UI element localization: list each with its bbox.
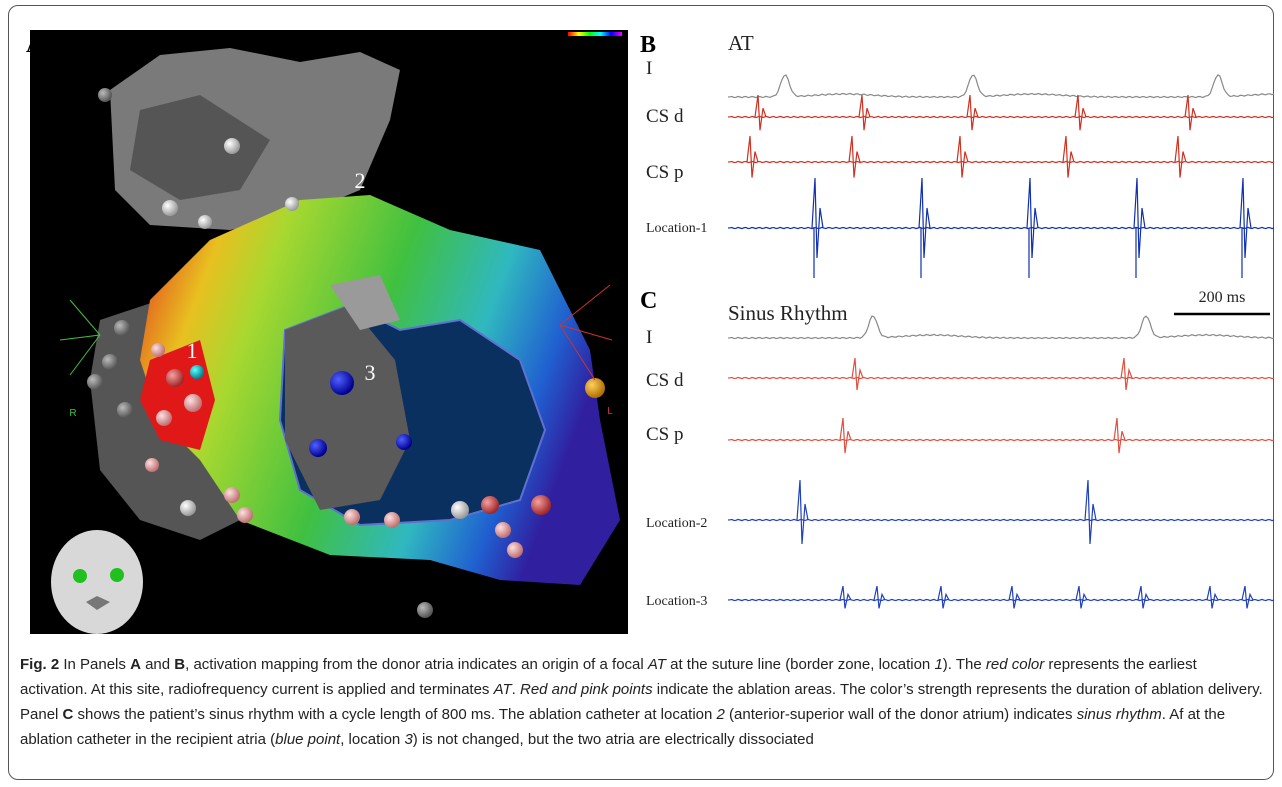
caption-run: red color bbox=[986, 656, 1044, 673]
caption-run: 3 bbox=[404, 731, 412, 748]
point bbox=[162, 200, 178, 216]
panel-label: B bbox=[640, 32, 656, 58]
caption-run: (anterior-superior wall of the donor atr… bbox=[725, 706, 1077, 723]
point bbox=[384, 512, 400, 528]
ecg-trace bbox=[728, 358, 1274, 390]
panel-label: A bbox=[26, 32, 44, 58]
caption-run: A bbox=[130, 656, 141, 673]
channel-label: CS d bbox=[646, 370, 684, 391]
point bbox=[98, 88, 112, 102]
point bbox=[166, 369, 184, 387]
point bbox=[585, 378, 605, 398]
figure-panels: -138 ms LAT 3 ms 1 2 3 R L A B AT C Sinu… bbox=[0, 0, 1282, 645]
channel-label: Location-2 bbox=[646, 516, 707, 531]
channel-label: I bbox=[646, 58, 652, 79]
caption-run: , location bbox=[340, 731, 404, 748]
ecg-trace bbox=[728, 136, 1274, 178]
channel-label: CS d bbox=[646, 106, 684, 127]
point bbox=[224, 487, 240, 503]
caption-run: . bbox=[512, 681, 520, 698]
point bbox=[481, 496, 499, 514]
point bbox=[344, 509, 360, 525]
point bbox=[151, 343, 165, 357]
caption-run: Red and pink points bbox=[520, 681, 653, 698]
colorbar-min: -138 ms bbox=[561, 24, 583, 30]
point bbox=[531, 495, 551, 515]
ecg-trace bbox=[728, 418, 1274, 453]
scale-bar-label: 200 ms bbox=[1199, 289, 1246, 306]
panel-label: C bbox=[640, 288, 657, 314]
caption-run: 1 bbox=[934, 656, 942, 673]
eye bbox=[110, 568, 124, 582]
caption-run: Fig. 2 bbox=[20, 656, 59, 673]
point bbox=[330, 371, 354, 395]
colorbar-max: 3 ms bbox=[609, 24, 622, 30]
colorbar bbox=[568, 32, 622, 36]
point bbox=[507, 542, 523, 558]
caption-run: shows the patient’s sinus rhythm with a … bbox=[73, 706, 716, 723]
ecg-trace bbox=[728, 586, 1274, 608]
channel-label: I bbox=[646, 327, 652, 348]
point bbox=[180, 500, 196, 516]
channel-label: Location-1 bbox=[646, 221, 707, 236]
rhythm-label: Sinus Rhythm bbox=[728, 301, 848, 325]
point bbox=[417, 602, 433, 618]
point bbox=[495, 522, 511, 538]
ecg-trace bbox=[728, 75, 1274, 98]
point bbox=[309, 439, 327, 457]
caption-run: and bbox=[141, 656, 174, 673]
point bbox=[102, 354, 118, 370]
point bbox=[87, 374, 103, 390]
caption-run: blue point bbox=[275, 731, 340, 748]
eye bbox=[73, 569, 87, 583]
ecg-trace bbox=[728, 480, 1274, 544]
point bbox=[145, 458, 159, 472]
channel-label: CS p bbox=[646, 162, 684, 183]
site-label: 2 bbox=[355, 168, 366, 193]
caption-run: AT bbox=[648, 656, 666, 673]
channel-label: Location-3 bbox=[646, 594, 707, 609]
caption: Fig. 2 In Panels A and B, activation map… bbox=[20, 652, 1265, 752]
ecg-trace bbox=[728, 95, 1274, 130]
caption-run: C bbox=[63, 706, 74, 723]
ecg-trace bbox=[728, 178, 1274, 278]
rhythm-label: AT bbox=[728, 31, 754, 55]
point bbox=[198, 215, 212, 229]
caption-run: AT bbox=[494, 681, 512, 698]
point bbox=[396, 434, 412, 450]
caption-run: 2 bbox=[717, 706, 725, 723]
point bbox=[190, 365, 204, 379]
head bbox=[51, 530, 143, 634]
caption-run: In Panels bbox=[59, 656, 130, 673]
head-icon bbox=[51, 530, 143, 634]
point bbox=[184, 394, 202, 412]
caption-run: , activation mapping from the donor atri… bbox=[185, 656, 648, 673]
point bbox=[285, 197, 299, 211]
point bbox=[114, 320, 130, 336]
channel-label: CS p bbox=[646, 424, 684, 445]
site-label: 1 bbox=[187, 338, 198, 363]
point bbox=[237, 507, 253, 523]
figure-page: {"panels": { "a": {"label": "A", "colorb… bbox=[0, 0, 1282, 787]
caption-run: ). The bbox=[943, 656, 986, 673]
point bbox=[156, 410, 172, 426]
orientation-label: L bbox=[607, 406, 613, 417]
caption-run: at the suture line (border zone, locatio… bbox=[666, 656, 935, 673]
site-label: 3 bbox=[365, 360, 376, 385]
point bbox=[117, 402, 133, 418]
point bbox=[451, 501, 469, 519]
caption-run: B bbox=[174, 656, 185, 673]
colorbar-title: LAT bbox=[591, 23, 604, 30]
point bbox=[224, 138, 240, 154]
caption-run: sinus rhythm bbox=[1077, 706, 1162, 723]
caption-run: ) is not changed, but the two atria are … bbox=[413, 731, 814, 748]
orientation-label: R bbox=[69, 408, 76, 419]
